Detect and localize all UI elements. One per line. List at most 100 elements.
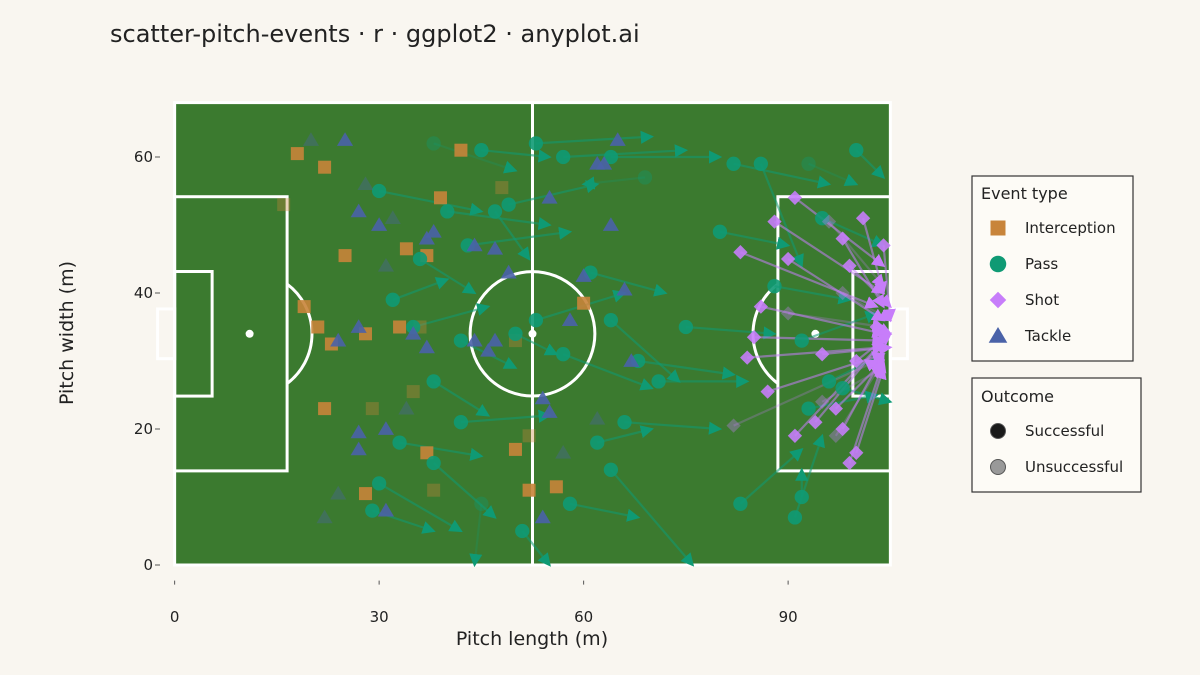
event-arrow: [514, 332, 559, 356]
event-point: [828, 428, 843, 443]
event-point: [384, 210, 401, 225]
event-point: [487, 204, 503, 219]
event-arrow: [842, 292, 893, 322]
event-point: [794, 489, 809, 505]
event-arrow: [378, 482, 463, 533]
legend-swatch: [988, 327, 1008, 343]
event-point: [290, 147, 304, 161]
legend-label: Interception: [1025, 219, 1116, 237]
event-point: [602, 217, 619, 231]
event-point: [740, 350, 755, 365]
event-arrow: [747, 341, 886, 359]
event-arrow: [610, 469, 695, 567]
event-point: [815, 347, 830, 362]
event-point: [318, 160, 332, 174]
event-point: [780, 306, 796, 321]
event-point: [454, 143, 468, 157]
event-point: [350, 441, 367, 456]
event-point: [753, 299, 769, 314]
event-arrow: [794, 196, 886, 268]
event-arrow: [433, 142, 518, 174]
event-point: [412, 251, 428, 267]
event-point: [358, 487, 372, 501]
event-arrow: [855, 332, 893, 362]
event-point: [767, 279, 782, 294]
event-point: [801, 401, 816, 416]
event-arrow: [801, 310, 879, 342]
center-spot: [528, 329, 537, 338]
goal: [888, 307, 909, 361]
event-point: [398, 400, 415, 415]
event-point: [330, 485, 347, 500]
event-point: [623, 353, 640, 367]
event-point: [466, 332, 483, 347]
goal: [156, 307, 177, 361]
legend-swatch: [989, 291, 1007, 309]
event-point: [522, 483, 536, 497]
event-point: [835, 231, 850, 246]
legend-label: Tackle: [1024, 327, 1071, 345]
event-point: [453, 333, 469, 348]
event-point: [556, 347, 571, 362]
event-point: [651, 374, 666, 389]
event-point: [466, 237, 483, 252]
event-arrow: [419, 258, 477, 295]
event-point: [277, 198, 291, 212]
x-tick-label: 60: [574, 608, 593, 626]
event-point: [508, 326, 523, 341]
event-arrow: [481, 149, 552, 163]
event-arrow: [848, 265, 892, 309]
event-point: [330, 332, 347, 347]
x-tick-label: 30: [370, 608, 389, 626]
event-point: [486, 241, 504, 255]
event-point: [726, 156, 741, 171]
legend-label: Unsuccessful: [1025, 458, 1123, 476]
event-point: [440, 204, 455, 219]
event-point: [377, 421, 395, 435]
event-point: [515, 523, 530, 539]
event-point: [336, 132, 354, 146]
event-point: [821, 374, 837, 389]
event-point: [575, 268, 592, 282]
event-arrow: [447, 210, 552, 231]
event-point: [350, 319, 367, 333]
event-point: [746, 330, 762, 345]
event-arrow: [590, 271, 668, 297]
event-point: [418, 339, 435, 354]
event-point: [480, 343, 497, 357]
event-point: [821, 214, 837, 229]
event-point: [474, 143, 489, 158]
event-arrow: [399, 441, 484, 461]
event-arrow: [433, 380, 491, 417]
event-point: [405, 326, 422, 340]
event-point: [338, 249, 352, 263]
event-point: [849, 445, 864, 460]
event-arrow: [569, 502, 641, 522]
legend-title: Outcome: [981, 387, 1054, 406]
event-point: [801, 156, 816, 171]
event-arrow: [535, 130, 654, 145]
event-point: [350, 203, 367, 218]
event-point: [603, 313, 619, 328]
event-point: [420, 446, 434, 460]
event-arrow: [855, 365, 887, 454]
chart-title: scatter-pitch-events · r · ggplot2 · any…: [110, 20, 640, 48]
event-arrow: [392, 277, 450, 301]
event-point: [869, 319, 884, 335]
event-point: [318, 402, 332, 416]
event-point: [316, 509, 333, 524]
event-arrow: [563, 144, 689, 159]
legend-title: Event type: [981, 184, 1068, 203]
legend-label: Pass: [1025, 255, 1058, 273]
event-point: [678, 319, 694, 335]
event-point: [385, 292, 400, 307]
legend-swatch: [990, 459, 1006, 475]
event-arrow: [460, 409, 552, 424]
event-arrow: [638, 359, 736, 380]
event-point: [426, 374, 441, 389]
event-point: [842, 455, 857, 471]
event-point: [561, 312, 579, 327]
event-point: [508, 442, 522, 456]
event-arrow: [596, 425, 654, 444]
